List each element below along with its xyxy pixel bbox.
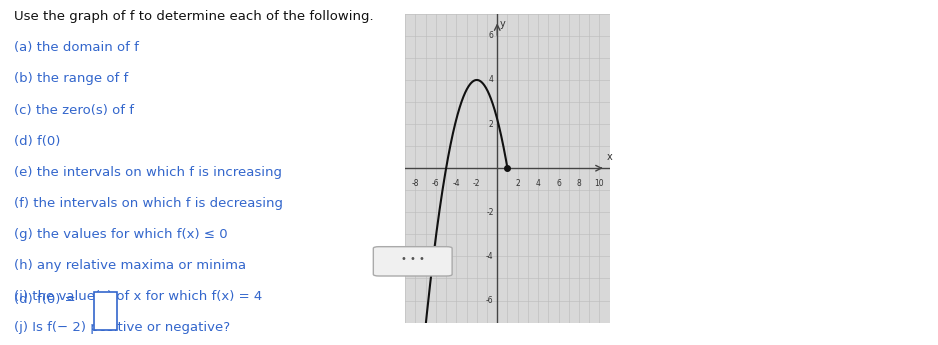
Text: -4: -4	[452, 179, 461, 188]
Text: (h) any relative maxima or minima: (h) any relative maxima or minima	[14, 259, 246, 272]
Text: (i) the value(s) of x for which f(x) = 4: (i) the value(s) of x for which f(x) = 4	[14, 290, 262, 303]
Text: • • •: • • •	[401, 254, 425, 264]
Text: (d) f(0): (d) f(0)	[14, 135, 60, 148]
Text: 4: 4	[489, 76, 493, 85]
Text: (c) the zero(s) of f: (c) the zero(s) of f	[14, 104, 134, 117]
Text: 2: 2	[489, 120, 493, 129]
Text: Use the graph of f to determine each of the following.: Use the graph of f to determine each of …	[14, 10, 373, 23]
Text: (f) the intervals on which f is decreasing: (f) the intervals on which f is decreasi…	[14, 197, 282, 210]
FancyBboxPatch shape	[94, 292, 117, 330]
Text: -8: -8	[412, 179, 419, 188]
Text: -2: -2	[473, 179, 480, 188]
Text: 8: 8	[577, 179, 582, 188]
Text: (g) the values for which f(x) ≤ 0: (g) the values for which f(x) ≤ 0	[14, 228, 227, 241]
Text: 2: 2	[515, 179, 520, 188]
Text: y: y	[500, 19, 506, 29]
FancyBboxPatch shape	[373, 247, 452, 276]
Text: -6: -6	[432, 179, 440, 188]
Text: (d) f(0) =: (d) f(0) =	[14, 293, 75, 306]
Text: -2: -2	[486, 208, 493, 217]
Text: 6: 6	[556, 179, 561, 188]
Text: 10: 10	[595, 179, 604, 188]
Text: (a) the domain of f: (a) the domain of f	[14, 41, 139, 55]
Text: 4: 4	[536, 179, 540, 188]
Text: -6: -6	[486, 296, 493, 305]
Text: (e) the intervals on which f is increasing: (e) the intervals on which f is increasi…	[14, 166, 281, 179]
Text: -4: -4	[486, 252, 493, 261]
Text: (j) Is f(− 2) positive or negative?: (j) Is f(− 2) positive or negative?	[14, 321, 230, 334]
Text: (b) the range of f: (b) the range of f	[14, 72, 128, 86]
Text: x: x	[607, 151, 613, 161]
Text: 6: 6	[489, 31, 493, 40]
